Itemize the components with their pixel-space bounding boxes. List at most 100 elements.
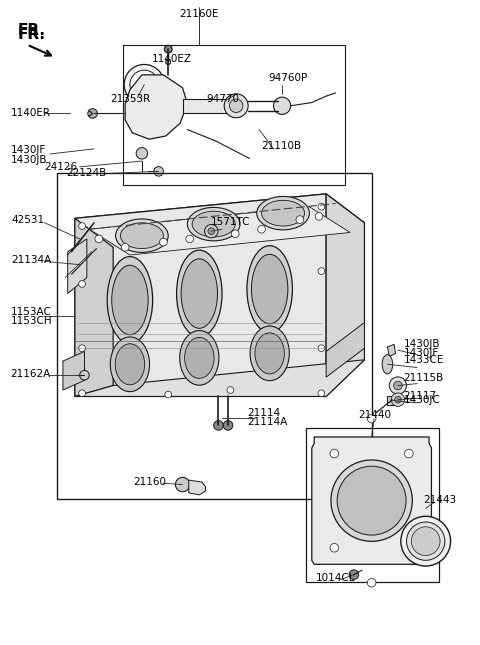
Circle shape (318, 203, 324, 210)
Circle shape (164, 45, 172, 53)
Circle shape (214, 421, 223, 430)
Circle shape (124, 64, 164, 104)
Text: 21160: 21160 (134, 477, 167, 487)
Text: 21114: 21114 (247, 408, 280, 417)
Text: 21110B: 21110B (262, 141, 301, 151)
Ellipse shape (185, 337, 214, 379)
Circle shape (88, 109, 97, 118)
Circle shape (79, 281, 85, 287)
Ellipse shape (252, 254, 288, 324)
Polygon shape (326, 194, 364, 397)
Circle shape (80, 370, 89, 380)
Text: 21443: 21443 (423, 495, 456, 505)
Circle shape (154, 166, 163, 176)
Text: 1433CE: 1433CE (404, 355, 444, 365)
Circle shape (401, 516, 451, 566)
Ellipse shape (262, 201, 305, 226)
Text: 1430JF: 1430JF (11, 145, 47, 155)
Polygon shape (326, 322, 364, 377)
Circle shape (79, 390, 85, 397)
Circle shape (95, 235, 103, 243)
Ellipse shape (382, 355, 393, 374)
Circle shape (395, 396, 401, 403)
Circle shape (204, 224, 218, 238)
Circle shape (165, 391, 171, 398)
Text: 21114A: 21114A (247, 417, 288, 427)
Ellipse shape (115, 344, 144, 385)
Ellipse shape (116, 219, 168, 252)
Ellipse shape (187, 208, 240, 241)
Ellipse shape (110, 337, 150, 392)
Circle shape (223, 421, 233, 430)
Polygon shape (75, 360, 364, 397)
Circle shape (227, 387, 234, 393)
Text: 42531: 42531 (11, 215, 44, 224)
Text: 21160E: 21160E (180, 8, 219, 19)
Circle shape (208, 228, 215, 235)
Text: 21134A: 21134A (11, 255, 51, 265)
Ellipse shape (255, 333, 284, 374)
Circle shape (166, 59, 170, 64)
Circle shape (121, 243, 129, 251)
Polygon shape (387, 396, 396, 405)
Text: FR.: FR. (17, 26, 46, 42)
Circle shape (274, 97, 291, 114)
Circle shape (231, 230, 239, 237)
Polygon shape (189, 480, 205, 495)
Circle shape (79, 345, 85, 352)
Text: 1153CH: 1153CH (11, 315, 53, 326)
Circle shape (318, 390, 324, 397)
Bar (123, 45, 345, 185)
Circle shape (318, 268, 324, 274)
Polygon shape (63, 352, 84, 390)
Ellipse shape (107, 257, 153, 343)
Circle shape (349, 570, 359, 579)
Circle shape (331, 460, 412, 541)
Circle shape (296, 216, 304, 223)
Ellipse shape (120, 223, 163, 248)
Circle shape (330, 450, 339, 458)
Polygon shape (182, 99, 235, 114)
Circle shape (337, 466, 406, 535)
Text: 24126: 24126 (44, 162, 77, 172)
Polygon shape (89, 207, 350, 255)
Circle shape (175, 477, 190, 491)
Ellipse shape (177, 250, 222, 337)
Circle shape (130, 70, 158, 99)
Circle shape (258, 225, 265, 233)
Circle shape (136, 148, 148, 159)
Circle shape (186, 235, 193, 243)
Text: 1153AC: 1153AC (11, 306, 52, 317)
Text: 21117: 21117 (404, 392, 437, 401)
Circle shape (405, 450, 413, 458)
Circle shape (229, 99, 243, 112)
Text: 22124B: 22124B (67, 168, 107, 177)
Text: 21162A: 21162A (10, 369, 50, 379)
Bar (306, 428, 439, 582)
Circle shape (411, 527, 440, 555)
Polygon shape (75, 194, 364, 247)
Text: 21440: 21440 (359, 410, 392, 420)
Text: FR.: FR. (17, 23, 46, 39)
Circle shape (224, 94, 248, 118)
Text: 1140EZ: 1140EZ (152, 54, 192, 64)
Ellipse shape (250, 326, 289, 381)
Text: 1430JB: 1430JB (404, 339, 440, 349)
Circle shape (391, 393, 405, 406)
Circle shape (407, 522, 445, 561)
Text: 94770: 94770 (206, 94, 240, 104)
Ellipse shape (192, 212, 235, 237)
Ellipse shape (247, 246, 292, 332)
Circle shape (367, 579, 376, 587)
Text: 1430JB: 1430JB (11, 155, 48, 164)
Ellipse shape (112, 265, 148, 335)
Circle shape (318, 345, 324, 352)
Polygon shape (312, 437, 432, 564)
Circle shape (315, 213, 323, 220)
Ellipse shape (257, 197, 310, 230)
Text: 94760P: 94760P (269, 73, 308, 83)
Ellipse shape (181, 259, 217, 328)
Text: 1430JC: 1430JC (404, 395, 441, 404)
Circle shape (405, 544, 413, 552)
Circle shape (330, 544, 339, 552)
